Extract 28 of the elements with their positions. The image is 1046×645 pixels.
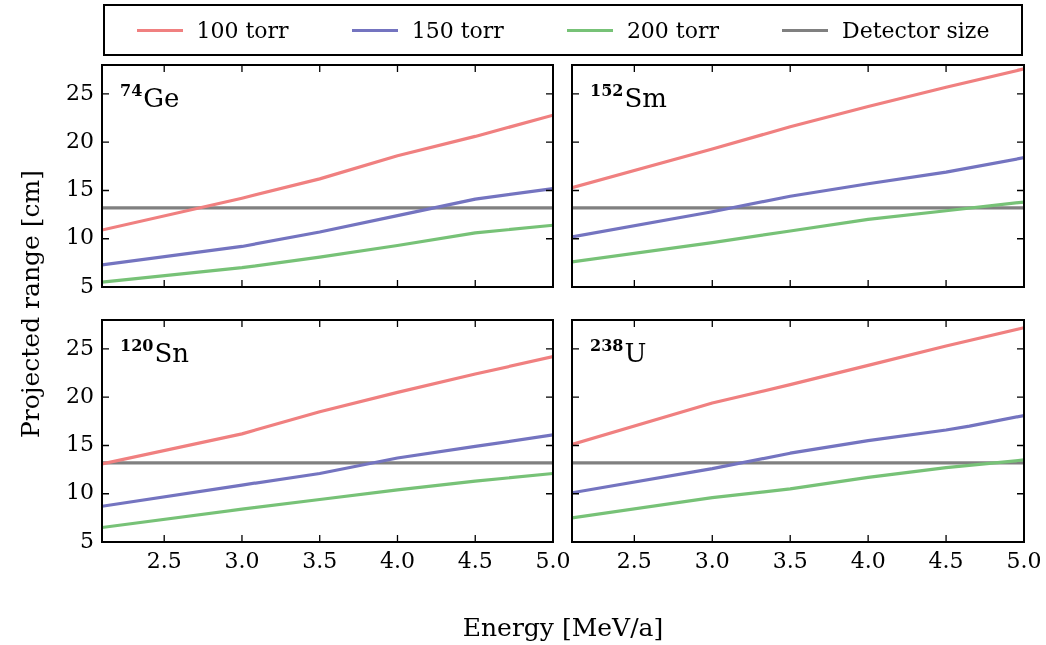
legend-label: 150 torr [411,17,504,43]
y-tick-label: 20 [66,127,94,153]
x-tick-label: 3.0 [224,547,260,573]
x-tick-label: 3.5 [772,547,808,573]
y-tick-label: 15 [66,431,94,457]
legend-label: Detector size [842,17,990,43]
x-tick-label: 5.0 [1006,547,1042,573]
x-tick-label: 5.0 [535,547,571,573]
legend-label: 200 torr [626,17,719,43]
x-tick-label: 2.5 [616,547,652,573]
y-tick-label: 15 [66,176,94,202]
legend-label: 100 torr [196,17,289,43]
x-tick-label: 3.0 [694,547,730,573]
x-tick-label: 2.5 [146,547,182,573]
y-tick-label: 20 [66,382,94,408]
y-tick-label: 25 [66,79,94,105]
y-tick-label: 10 [66,224,94,250]
y-axis-title: Projected range [cm] [15,169,45,439]
x-tick-label: 4.5 [457,547,493,573]
x-tick-label: 4.0 [850,547,886,573]
y-tick-label: 25 [66,334,94,360]
x-axis-title: Energy [MeV/a] [462,612,664,642]
x-tick-label: 3.5 [302,547,338,573]
y-tick-label: 5 [80,527,94,553]
y-tick-label: 10 [66,479,94,505]
x-tick-label: 4.5 [928,547,964,573]
x-tick-label: 4.0 [379,547,415,573]
y-tick-label: 5 [80,272,94,298]
